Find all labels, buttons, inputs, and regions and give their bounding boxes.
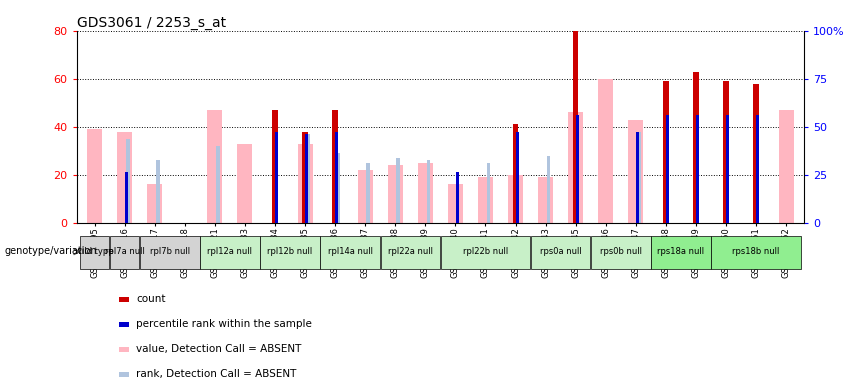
Bar [367, 163, 370, 223]
Text: genotype/variation: genotype/variation [4, 246, 97, 256]
Text: rank, Detection Call = ABSENT: rank, Detection Call = ABSENT [136, 369, 296, 379]
FancyBboxPatch shape [591, 236, 650, 269]
Bar [216, 146, 220, 223]
Bar [426, 161, 430, 223]
Bar [637, 131, 641, 223]
FancyBboxPatch shape [380, 236, 440, 269]
Bar [516, 131, 519, 223]
FancyBboxPatch shape [260, 236, 320, 269]
FancyBboxPatch shape [110, 236, 140, 269]
Bar [237, 144, 253, 223]
Bar [547, 156, 551, 223]
Bar [576, 115, 579, 223]
Text: rpl22b null: rpl22b null [463, 247, 508, 256]
Bar [757, 115, 759, 223]
Bar [306, 134, 310, 223]
Text: rpl12b null: rpl12b null [267, 247, 312, 256]
Bar [125, 172, 128, 223]
Text: value, Detection Call = ABSENT: value, Detection Call = ABSENT [136, 344, 301, 354]
Bar [663, 81, 669, 223]
FancyBboxPatch shape [531, 236, 591, 269]
Bar [448, 184, 463, 223]
Bar [538, 177, 553, 223]
Bar [357, 170, 373, 223]
Text: rpl22a null: rpl22a null [388, 247, 433, 256]
Bar [598, 79, 614, 223]
Text: rps18a null: rps18a null [657, 247, 705, 256]
FancyBboxPatch shape [441, 236, 530, 269]
Bar [208, 110, 222, 223]
Bar [573, 31, 579, 223]
Bar [628, 119, 643, 223]
Text: wild type: wild type [76, 247, 114, 256]
Bar [753, 84, 759, 223]
Text: rpl7b null: rpl7b null [150, 247, 190, 256]
Bar [513, 124, 518, 223]
Bar [478, 177, 493, 223]
FancyBboxPatch shape [80, 236, 110, 269]
Bar [156, 161, 160, 223]
Bar [694, 71, 699, 223]
Bar [302, 131, 308, 223]
Text: rps18b null: rps18b null [733, 247, 780, 256]
Bar [272, 110, 277, 223]
Bar [87, 129, 102, 223]
Bar [637, 131, 639, 223]
Bar [779, 110, 794, 223]
Bar [487, 163, 490, 223]
Bar [397, 158, 400, 223]
Bar [147, 184, 163, 223]
Bar [726, 115, 729, 223]
FancyBboxPatch shape [651, 236, 711, 269]
Bar [117, 131, 132, 223]
Text: count: count [136, 294, 166, 304]
Bar [298, 144, 312, 223]
Text: rpl12a null: rpl12a null [208, 247, 253, 256]
Text: rps0b null: rps0b null [600, 247, 642, 256]
Bar [306, 134, 308, 223]
Text: rpl14a null: rpl14a null [328, 247, 373, 256]
Bar [335, 131, 339, 223]
Bar [508, 175, 523, 223]
Text: percentile rank within the sample: percentile rank within the sample [136, 319, 312, 329]
Bar [418, 163, 433, 223]
FancyBboxPatch shape [711, 236, 801, 269]
FancyBboxPatch shape [140, 236, 200, 269]
FancyBboxPatch shape [321, 236, 380, 269]
Bar [666, 115, 669, 223]
Text: rpl7a null: rpl7a null [105, 247, 145, 256]
Bar [456, 172, 459, 223]
Text: rps0a null: rps0a null [540, 247, 581, 256]
Bar [723, 81, 728, 223]
Bar [696, 115, 700, 223]
Bar [336, 153, 340, 223]
Text: GDS3061 / 2253_s_at: GDS3061 / 2253_s_at [77, 16, 226, 30]
Bar [568, 112, 583, 223]
FancyBboxPatch shape [200, 236, 260, 269]
Bar [276, 131, 278, 223]
Bar [388, 165, 403, 223]
Bar [126, 139, 129, 223]
Bar [333, 110, 338, 223]
